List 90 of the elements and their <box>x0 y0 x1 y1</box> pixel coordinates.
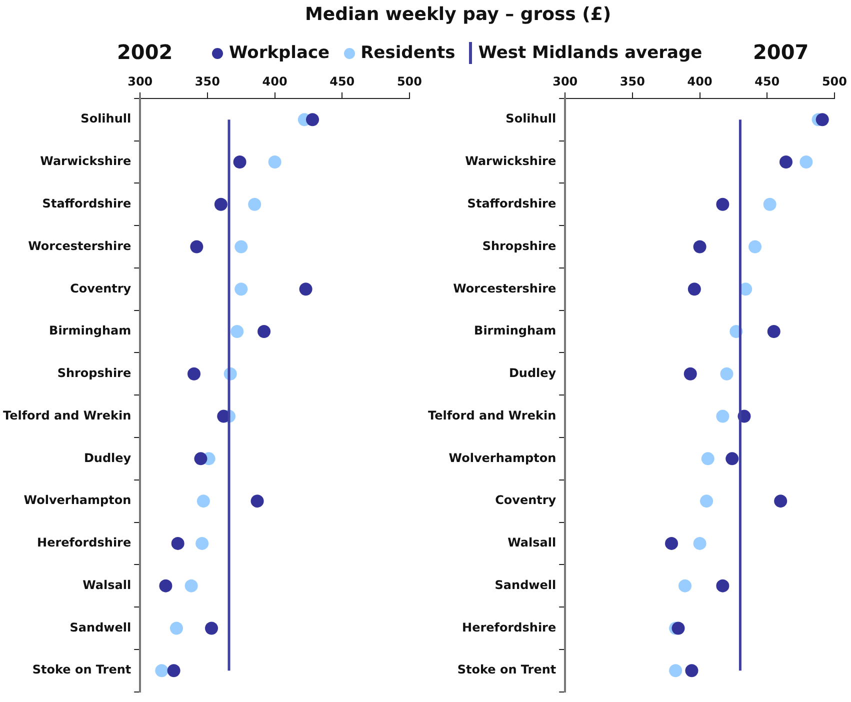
point <box>678 579 692 592</box>
y-tick-label: Wolverhampton <box>448 450 556 465</box>
point <box>716 198 730 211</box>
point <box>159 579 172 592</box>
y-tick-label: Sandwell <box>494 578 556 592</box>
x-tick-label: 500 <box>396 74 422 88</box>
point <box>205 622 218 635</box>
y-tick-label: Coventry <box>70 281 132 296</box>
point <box>196 536 209 550</box>
point <box>258 325 271 338</box>
y-tick-label: Coventry <box>495 493 556 508</box>
point <box>184 579 198 592</box>
y-tick-label: Dudley <box>508 366 556 380</box>
point <box>684 367 697 380</box>
y-tick-label: Herefordshire <box>37 536 132 550</box>
point <box>767 325 780 338</box>
y-tick-label: Shropshire <box>482 238 556 253</box>
point <box>230 325 244 338</box>
x-tick-label: 350 <box>194 74 220 88</box>
point <box>774 494 788 508</box>
point <box>306 113 320 126</box>
y-tick-label: Worcestershire <box>28 238 132 253</box>
y-tick-label: Dudley <box>84 450 132 465</box>
legend-label: West Midlands average <box>478 43 702 63</box>
point <box>800 155 813 168</box>
y-tick-label: Solihull <box>506 112 556 126</box>
y-tick-label: Birmingham <box>49 324 132 338</box>
y-tick-label: Stoke on Trent <box>457 662 556 677</box>
point <box>693 536 706 550</box>
point <box>726 452 739 466</box>
x-tick-label: 450 <box>754 74 780 88</box>
point <box>299 282 312 296</box>
y-tick-label: Birmingham <box>474 324 556 338</box>
point <box>250 494 264 508</box>
x-tick-label: 500 <box>822 74 848 88</box>
point <box>700 494 714 508</box>
point <box>268 155 282 168</box>
chart-subtitle: 2002 <box>117 40 173 64</box>
point <box>763 198 776 211</box>
x-tick-label: 400 <box>687 74 712 88</box>
point <box>672 622 685 635</box>
point <box>748 240 762 254</box>
y-tick-label: Walsall <box>82 578 132 592</box>
y-tick-label: Staffordshire <box>467 196 556 210</box>
point <box>716 579 730 592</box>
text: Median weekly pay – gross (£) <box>305 4 612 25</box>
x-tick-label: 400 <box>262 74 288 88</box>
y-tick-label: Solihull <box>80 112 132 126</box>
point <box>233 155 246 168</box>
y-tick-label: Shropshire <box>57 366 132 380</box>
y-tick-label: Worcestershire <box>453 281 556 296</box>
y-tick-label: Telford and Wrekin <box>2 408 132 422</box>
point <box>693 240 706 254</box>
point <box>214 198 228 211</box>
point <box>720 367 734 380</box>
y-tick-label: Telford and Wrekin <box>428 408 556 422</box>
point <box>167 664 180 678</box>
point <box>196 494 210 508</box>
point <box>171 536 184 550</box>
point <box>816 113 829 126</box>
point <box>190 240 204 254</box>
point <box>248 198 262 211</box>
x-tick-label: 300 <box>552 74 578 88</box>
point <box>234 240 248 254</box>
point <box>187 367 200 380</box>
chart-title: 2007 <box>753 40 809 64</box>
x-tick-label: 450 <box>330 74 355 88</box>
legend-label: Workplace <box>229 43 330 63</box>
y-tick-label: Warwickshire <box>40 154 132 168</box>
point <box>170 622 183 635</box>
point <box>155 664 168 678</box>
y-tick-label: Herefordshire <box>462 620 556 634</box>
point <box>701 452 714 466</box>
point <box>665 536 678 550</box>
point <box>779 155 792 168</box>
point <box>234 282 248 296</box>
y-tick-label: Wolverhampton <box>24 493 132 508</box>
x-tick-label: 350 <box>620 74 645 88</box>
point <box>685 664 698 678</box>
y-tick-label: Warwickshire <box>465 154 556 168</box>
point <box>716 410 730 423</box>
x-tick-label: 300 <box>128 74 153 88</box>
y-tick-label: Staffordshire <box>42 196 132 210</box>
point <box>688 282 701 296</box>
y-tick-label: Stoke on Trent <box>32 662 132 677</box>
point <box>669 664 682 678</box>
y-tick-label: Sandwell <box>70 620 132 634</box>
y-tick-label: Walsall <box>508 536 556 550</box>
legend-label: Residents <box>360 43 456 63</box>
point <box>194 452 208 466</box>
